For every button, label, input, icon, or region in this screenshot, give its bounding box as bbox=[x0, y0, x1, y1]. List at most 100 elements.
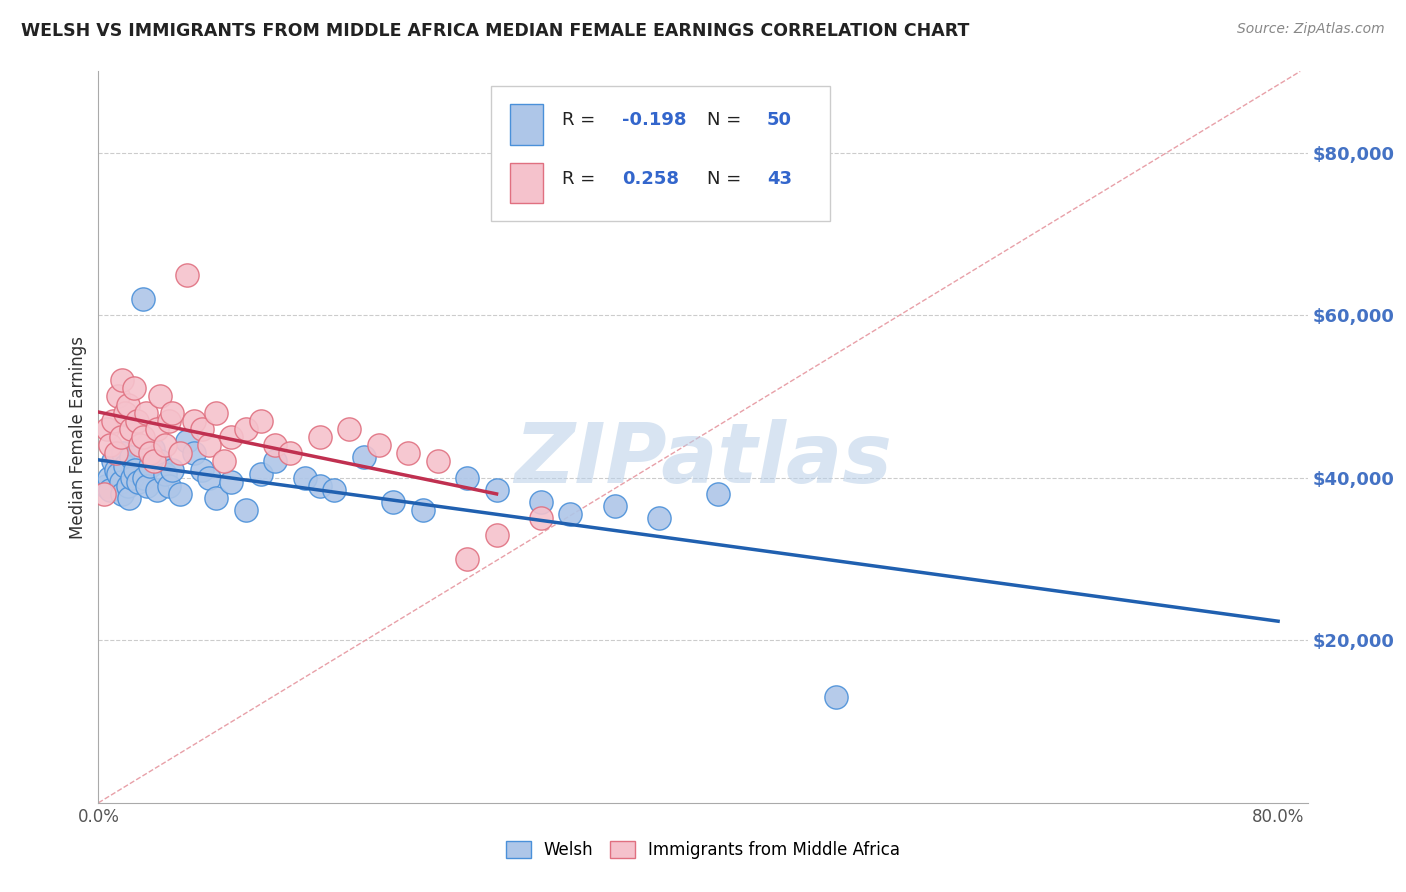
Point bbox=[160, 462, 183, 476]
Point bbox=[131, 430, 153, 444]
Point bbox=[118, 491, 141, 505]
Point bbox=[190, 462, 212, 476]
Point bbox=[648, 511, 671, 525]
Point bbox=[139, 446, 162, 460]
Point bbox=[176, 268, 198, 282]
FancyBboxPatch shape bbox=[492, 86, 830, 221]
Point bbox=[264, 454, 287, 468]
Point bbox=[198, 471, 221, 485]
Point bbox=[603, 499, 626, 513]
Point bbox=[149, 389, 172, 403]
Point bbox=[219, 430, 242, 444]
Point bbox=[264, 438, 287, 452]
Point bbox=[131, 292, 153, 306]
Point bbox=[530, 511, 553, 525]
Point bbox=[107, 467, 129, 481]
Point bbox=[382, 495, 405, 509]
Point bbox=[136, 479, 159, 493]
Point bbox=[456, 552, 478, 566]
Point bbox=[97, 471, 120, 485]
Point bbox=[114, 406, 136, 420]
Text: 0.258: 0.258 bbox=[621, 169, 679, 188]
Point bbox=[485, 527, 508, 541]
Text: N =: N = bbox=[707, 169, 747, 188]
Point bbox=[94, 479, 117, 493]
Point bbox=[235, 422, 257, 436]
Point bbox=[219, 475, 242, 489]
Point bbox=[111, 373, 134, 387]
Point bbox=[249, 467, 271, 481]
Point bbox=[308, 479, 330, 493]
Point bbox=[134, 471, 156, 485]
Point bbox=[111, 487, 134, 501]
Point bbox=[125, 414, 148, 428]
Point bbox=[149, 454, 172, 468]
Point bbox=[127, 475, 149, 489]
Legend: Welsh, Immigrants from Middle Africa: Welsh, Immigrants from Middle Africa bbox=[498, 833, 908, 868]
Point bbox=[124, 462, 146, 476]
Point bbox=[110, 475, 132, 489]
Point bbox=[278, 446, 301, 460]
Point bbox=[337, 422, 360, 436]
Point bbox=[212, 454, 235, 468]
Point bbox=[112, 446, 135, 460]
Point bbox=[456, 471, 478, 485]
Point bbox=[105, 446, 128, 460]
Point bbox=[353, 450, 375, 465]
Point bbox=[139, 458, 162, 473]
Point bbox=[190, 422, 212, 436]
Point bbox=[308, 430, 330, 444]
Point bbox=[105, 462, 128, 476]
Point bbox=[157, 479, 180, 493]
Point bbox=[249, 414, 271, 428]
Point bbox=[110, 430, 132, 444]
FancyBboxPatch shape bbox=[509, 163, 543, 203]
Text: WELSH VS IMMIGRANTS FROM MIDDLE AFRICA MEDIAN FEMALE EARNINGS CORRELATION CHART: WELSH VS IMMIGRANTS FROM MIDDLE AFRICA M… bbox=[21, 22, 970, 40]
Point bbox=[183, 414, 205, 428]
Point bbox=[101, 454, 124, 468]
Point bbox=[98, 483, 121, 497]
Point bbox=[205, 406, 228, 420]
Point bbox=[114, 458, 136, 473]
Point bbox=[120, 422, 142, 436]
Point bbox=[323, 483, 346, 497]
Text: Source: ZipAtlas.com: Source: ZipAtlas.com bbox=[1237, 22, 1385, 37]
Y-axis label: Median Female Earnings: Median Female Earnings bbox=[69, 335, 87, 539]
Point bbox=[142, 442, 165, 457]
Point bbox=[426, 454, 449, 468]
Point bbox=[205, 491, 228, 505]
Point bbox=[824, 690, 846, 705]
Text: 43: 43 bbox=[768, 169, 792, 188]
Point bbox=[101, 414, 124, 428]
Point bbox=[96, 422, 118, 436]
Point bbox=[117, 398, 139, 412]
Point bbox=[294, 471, 316, 485]
Point bbox=[412, 503, 434, 517]
Point bbox=[135, 406, 157, 420]
Point bbox=[169, 446, 191, 460]
Point bbox=[120, 450, 142, 465]
Point bbox=[235, 503, 257, 517]
Text: ZIPatlas: ZIPatlas bbox=[515, 418, 891, 500]
Point bbox=[198, 438, 221, 452]
Point bbox=[117, 479, 139, 493]
Text: R =: R = bbox=[561, 112, 600, 129]
Point bbox=[176, 434, 198, 449]
Point bbox=[157, 414, 180, 428]
Text: N =: N = bbox=[707, 112, 747, 129]
Point bbox=[121, 471, 143, 485]
Text: -0.198: -0.198 bbox=[621, 112, 686, 129]
Point bbox=[93, 487, 115, 501]
Point bbox=[706, 487, 728, 501]
Point bbox=[530, 495, 553, 509]
FancyBboxPatch shape bbox=[509, 104, 543, 145]
Text: R =: R = bbox=[561, 169, 600, 188]
Point bbox=[485, 483, 508, 497]
Point bbox=[128, 438, 150, 452]
Point bbox=[98, 438, 121, 452]
Point bbox=[396, 446, 419, 460]
Point bbox=[160, 406, 183, 420]
Point bbox=[169, 487, 191, 501]
Point bbox=[153, 467, 176, 481]
Point bbox=[122, 381, 145, 395]
